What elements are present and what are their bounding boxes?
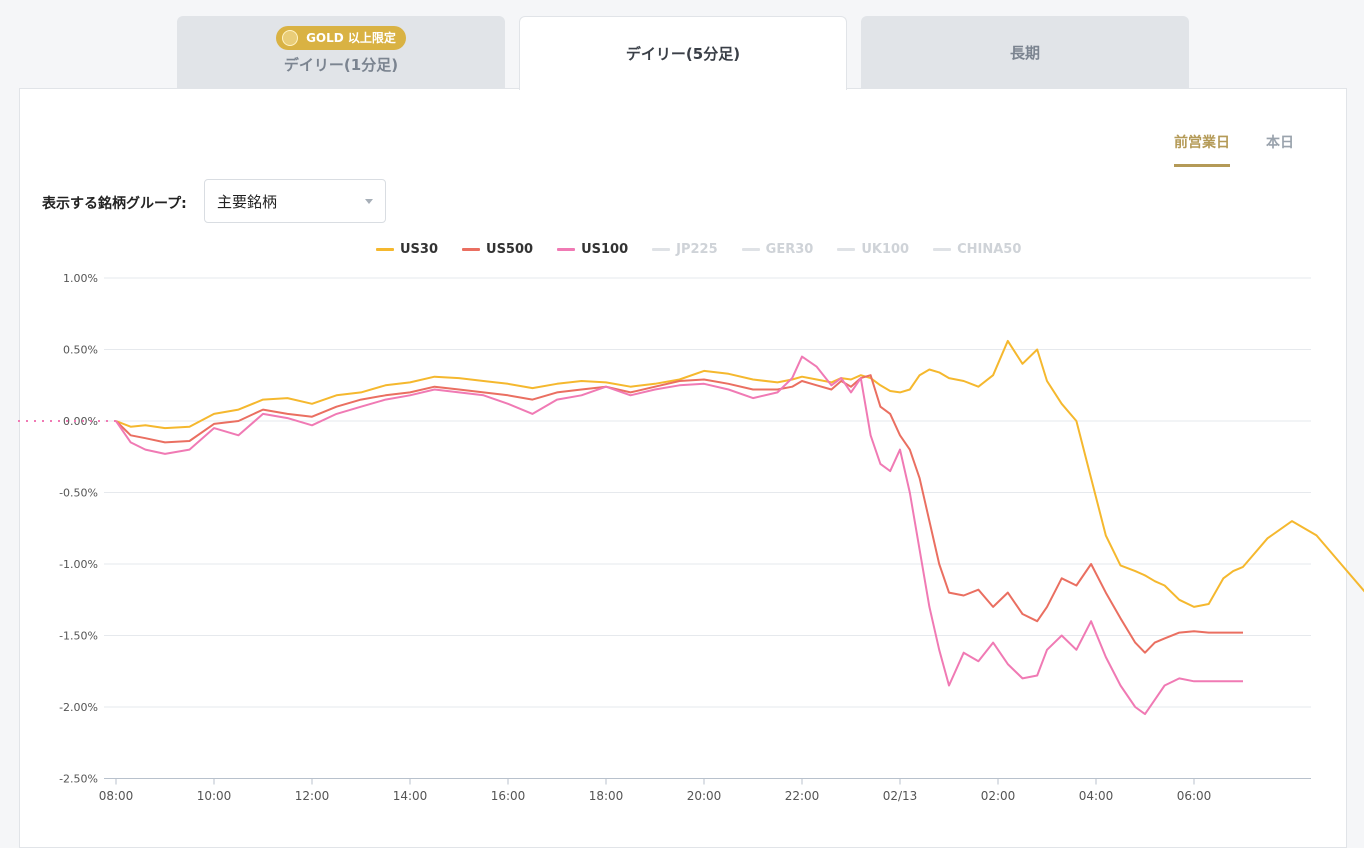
y-tick-label: -2.00% [59,701,98,714]
legend-item-jp225[interactable]: JP225 [652,242,718,257]
x-tick-label: 20:00 [687,789,722,803]
y-tick-label: 0.00% [63,415,98,428]
legend-swatch [741,248,760,251]
legend-label: GER30 [765,242,814,257]
x-tick-label: 10:00 [197,789,232,803]
group-select[interactable]: 主要銘柄 [204,179,386,223]
group-selector-label: 表示する銘柄グループ: [42,196,187,212]
series-lines [18,339,1364,716]
legend-swatch [652,248,671,251]
gridlines [104,277,1311,779]
legend-swatch [557,248,576,251]
tab-label: 長期 [1009,43,1040,62]
y-tick-label: -2.50% [59,773,98,786]
legend-label: JP225 [676,242,718,257]
tab-label: デイリー(1分足) [283,55,399,74]
legend-item-china50[interactable]: CHINA50 [933,242,1021,257]
x-tick-label: 02/13 [883,789,918,803]
legend-item-ger30[interactable]: GER30 [741,242,814,257]
series-line-us30 [115,339,1364,608]
legend-label: UK100 [861,242,910,257]
x-tick-label: 08:00 [99,789,134,803]
y-tick-label: -1.00% [59,558,98,571]
legend-label: CHINA50 [957,242,1022,257]
legend-swatch [837,248,856,251]
y-axis-ticks: 1.00% 0.50% 0.00% -0.50% -1.00% -1.50% -2.00% -… [59,272,98,786]
series-line-us500 [115,374,1243,654]
x-tick-label: 14:00 [393,789,428,803]
tab-label: デイリー(5分足) [625,45,741,63]
legend-item-us100[interactable]: US100 [557,242,628,257]
legend-label: US100 [581,242,629,257]
series-line-us100 [115,355,1243,716]
tab-daily-1min[interactable]: GOLD 以上限定 デイリー(1分足) [177,16,505,88]
x-tick-label: 02:00 [981,789,1016,803]
line-chart: 1.00% 0.50% 0.00% -0.50% -1.00% -1.50% -2.00% -… [18,272,1364,803]
legend-item-us500[interactable]: US500 [462,242,533,257]
x-tick-label: 04:00 [1079,789,1114,803]
x-tick-label: 16:00 [491,789,526,803]
y-tick-label: 1.00% [63,272,98,285]
legend-swatch [376,248,394,251]
y-tick-label: -1.50% [59,630,98,643]
legend-label: US30 [400,242,439,257]
y-tick-label: -0.50% [59,487,98,500]
y-tick-label: 0.50% [63,344,98,357]
gold-badge-label: GOLD 以上限定 [306,31,396,45]
period-today[interactable]: 本日 [1266,135,1294,151]
group-select-value: 主要銘柄 [217,192,278,211]
chevron-down-icon [365,199,373,204]
tab-daily-5min[interactable]: デイリー(5分足) [519,16,847,90]
legend-item-us30[interactable]: US30 [376,242,438,257]
gold-coin-icon [282,29,299,46]
legend-swatch [933,248,952,251]
x-tick-label: 06:00 [1177,789,1212,803]
x-tick-label: 12:00 [295,789,330,803]
gold-only-badge: GOLD 以上限定 [276,25,406,50]
x-axis: 08:00 10:00 12:00 14:00 16:00 18:00 20:00 22:00… [99,778,1212,803]
legend-item-uk100[interactable]: UK100 [837,242,909,257]
legend-swatch [462,248,481,251]
tab-long-term[interactable]: 長期 [861,16,1189,88]
chart-legend: US30 US500 US100 JP225 GER30 UK100 CHINA… [376,242,1045,257]
x-tick-label: 22:00 [785,789,820,803]
x-tick-label: 18:00 [589,789,624,803]
period-previous-day[interactable]: 前営業日 [1174,132,1230,167]
legend-label: US500 [486,242,534,257]
